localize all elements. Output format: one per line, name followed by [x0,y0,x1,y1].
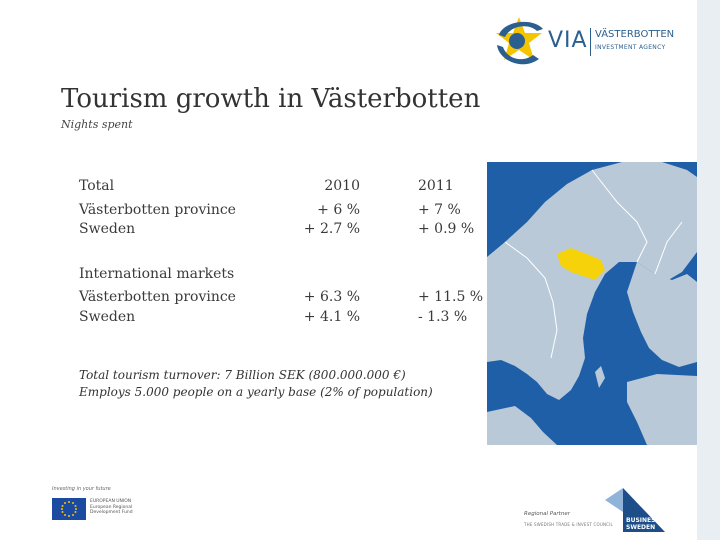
row-value-2011: + 0.9 % [418,221,475,237]
row-value-2010: + 2.7 % [303,221,360,237]
section-international-header: International markets [79,266,235,282]
row-value-2011: + 11.5 % [418,289,484,305]
turnover-note: Total tourism turnover: 7 Billion SEK (8… [79,368,406,382]
logo-separator [590,28,591,56]
row-value-2011: - 1.3 % [418,309,468,325]
scandinavia-map [487,162,697,445]
slide-subtitle: Nights spent [61,118,133,131]
logo-tagline: INVESTMENT AGENCY [595,44,666,51]
regional-partner-sub: THE SWEDISH TRADE & INVEST COUNCIL [524,522,613,527]
row-label: Västerbotten province [79,289,236,305]
regional-partner-label: Regional Partner [524,511,570,517]
row-label: Sweden [79,309,136,325]
row-value-2010: + 6 % [317,202,360,218]
business-sweden-label: BUSINESS SWEDEN [626,517,660,531]
via-star-logo-icon [496,17,543,65]
right-sidebar-strip [697,0,720,540]
row-label: Västerbotten province [79,202,236,218]
eu-tagline: Investing in your future [52,486,111,492]
col-2010-header: 2010 [324,178,360,194]
logo-acronym: VIA [548,28,588,53]
slide-title: Tourism growth in Västerbotten [61,84,481,114]
eu-flag-icon [52,498,86,520]
row-value-2010: + 6.3 % [303,289,360,305]
eu-fund-text: EUROPEAN UNION European Regional Develop… [90,499,133,515]
row-value-2011: + 7 % [418,202,461,218]
employment-note: Employs 5.000 people on a yearly base (2… [79,385,433,399]
business-sweden-logo-icon [605,488,665,532]
row-label: Sweden [79,221,136,237]
logo-name: VÄSTERBOTTEN [595,29,675,40]
row-value-2010: + 4.1 % [303,309,360,325]
col-2011-header: 2011 [418,178,454,194]
section-total-header: Total [79,178,115,194]
